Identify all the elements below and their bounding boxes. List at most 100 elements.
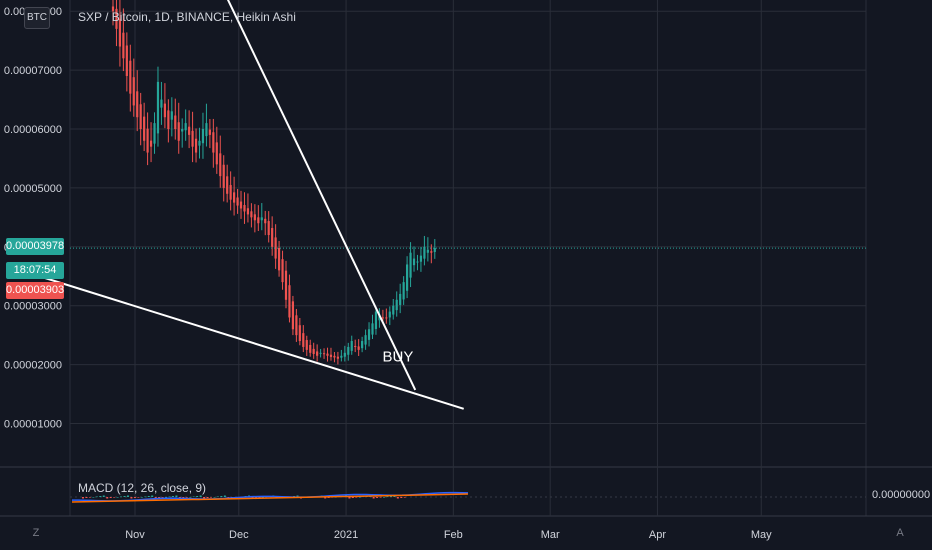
macd-histogram-bar	[92, 497, 95, 498]
last-price-tag: 0.00003978	[6, 238, 64, 255]
y-tick-label: 0.00005000	[4, 183, 62, 195]
candle-body	[364, 335, 367, 345]
candle-body	[111, 6, 115, 12]
macd-histogram-bar	[88, 497, 91, 498]
macd-histogram-bar	[147, 496, 150, 497]
candle-body	[322, 353, 326, 355]
candle-body	[367, 329, 371, 340]
macd-histogram-bar	[372, 497, 375, 499]
macd-histogram-bar	[158, 497, 161, 498]
candle-body	[170, 111, 173, 120]
candle-body	[433, 247, 436, 252]
candle-body	[340, 355, 343, 358]
candle-body	[205, 123, 208, 137]
trend-line	[226, 0, 417, 391]
candle-body	[264, 218, 267, 224]
macd-histogram-bar	[109, 497, 112, 498]
candle-body	[174, 115, 177, 129]
candle-body	[316, 351, 319, 356]
candle-body	[267, 221, 270, 236]
x-tick-label: Mar	[541, 529, 560, 541]
candle-body	[288, 285, 291, 318]
candle-body	[198, 140, 201, 146]
macd-signal-line	[71, 493, 469, 503]
candle-body	[194, 138, 198, 153]
candle-body	[201, 129, 205, 144]
macd-histogram-bar	[216, 496, 219, 498]
macd-value-tag: 0.00000000	[872, 489, 931, 501]
candle-body	[361, 341, 364, 349]
candle-body	[347, 346, 350, 355]
y-tick-label: 0.00003000	[4, 301, 62, 313]
candle-body	[284, 270, 288, 300]
candle-body	[208, 129, 211, 135]
candle-body	[222, 164, 225, 188]
candle-body	[226, 176, 229, 194]
candle-body	[412, 258, 416, 266]
candle-body	[184, 123, 187, 131]
macd-histogram-bar	[355, 497, 358, 498]
macd-histogram-bar	[144, 496, 147, 498]
macd-histogram-bar	[223, 495, 226, 497]
currency-badge[interactable]: BTC	[24, 7, 50, 29]
macd-histogram-bar	[171, 496, 174, 497]
auto-scale-a-icon[interactable]: A	[896, 527, 904, 539]
candle-body	[219, 153, 222, 177]
candle-body	[426, 249, 429, 253]
candle-body	[239, 201, 243, 209]
macd-histogram-bar	[123, 496, 126, 497]
candle-body	[181, 129, 184, 132]
candle-body	[277, 247, 281, 271]
candle-body	[350, 341, 353, 351]
macd-indicator-label[interactable]: MACD (12, 26, close, 9)	[78, 481, 207, 495]
macd-histogram-bar	[189, 497, 192, 498]
macd-histogram-bar	[182, 497, 185, 498]
candle-body	[312, 348, 315, 354]
candle-body	[260, 217, 263, 221]
macd-histogram-bar	[348, 497, 351, 499]
macd-histogram-bar	[324, 497, 327, 499]
candle-body	[125, 45, 128, 76]
candle-body	[392, 305, 395, 315]
candle-body	[430, 251, 433, 253]
macd-histogram-bar	[85, 497, 88, 498]
macd-histogram-bar	[199, 495, 202, 497]
y-tick-label: 0.00007000	[4, 65, 62, 77]
candle-body	[357, 346, 360, 350]
candle-body	[388, 311, 391, 318]
candle-body	[381, 317, 384, 319]
candle-body	[295, 315, 298, 336]
macd-histogram-bar	[296, 495, 299, 497]
candle-body	[243, 205, 246, 212]
x-tick-label: Feb	[444, 529, 463, 541]
candle-body	[406, 264, 409, 291]
candle-body	[139, 104, 142, 129]
macd-histogram-bar	[386, 496, 389, 498]
candle-body	[402, 282, 405, 300]
candle-body	[298, 325, 301, 342]
macd-histogram-bar	[206, 497, 209, 498]
symbol-title: SXP / Bitcoin, 1D, BINANCE, Heikin Ashi	[78, 10, 296, 24]
y-tick-label: 0.00001000	[4, 419, 62, 431]
candle-body	[156, 81, 160, 134]
candle-body	[177, 122, 180, 141]
macd-histogram-bar	[102, 495, 105, 497]
candle-body	[374, 311, 378, 329]
zoom-z-icon[interactable]: Z	[32, 527, 40, 539]
macd-histogram-bar	[203, 497, 206, 499]
candle-body	[233, 192, 236, 203]
macd-histogram-bar	[113, 497, 116, 498]
candle-body	[246, 208, 250, 215]
candle-body	[215, 142, 218, 165]
macd-histogram-bar	[161, 497, 164, 498]
candle-body	[250, 211, 253, 218]
candle-body	[253, 214, 256, 221]
candle-body	[326, 353, 329, 356]
macd-histogram-bar	[400, 497, 403, 498]
candle-body	[188, 126, 191, 135]
candle-body	[395, 299, 398, 311]
macd-histogram-bar	[130, 497, 133, 499]
candle-body	[160, 99, 163, 108]
